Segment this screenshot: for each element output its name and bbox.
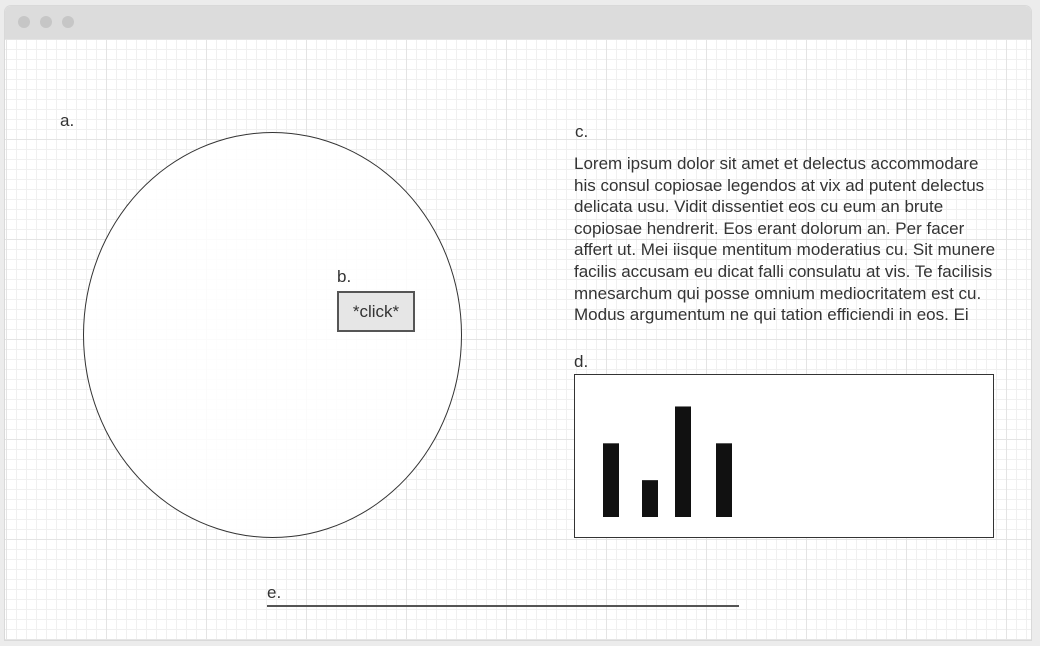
label-d: d. <box>574 352 589 371</box>
label-c: c. <box>575 122 589 141</box>
bar-1 <box>603 443 619 517</box>
label-a: a. <box>60 111 75 130</box>
circle-shape <box>83 132 462 538</box>
minimize-window-icon[interactable] <box>40 16 52 28</box>
bar-chart <box>574 374 994 538</box>
grid-canvas: a. b. *click* c. Lorem ipsum dolor sit a… <box>5 39 1031 640</box>
click-button[interactable]: *click* <box>337 291 415 332</box>
title-bar <box>5 6 1031 39</box>
bar-4 <box>716 443 732 517</box>
lorem-paragraph: Lorem ipsum dolor sit amet et delectus a… <box>574 154 996 325</box>
label-e: e. <box>267 583 282 602</box>
maximize-window-icon[interactable] <box>62 16 74 28</box>
label-b: b. <box>337 267 352 286</box>
close-window-icon[interactable] <box>18 16 30 28</box>
app-window: a. b. *click* c. Lorem ipsum dolor sit a… <box>5 6 1031 640</box>
bar-chart-svg <box>603 406 732 517</box>
text-underline <box>267 605 739 607</box>
bar-2 <box>642 480 658 517</box>
bar-3 <box>675 406 691 517</box>
